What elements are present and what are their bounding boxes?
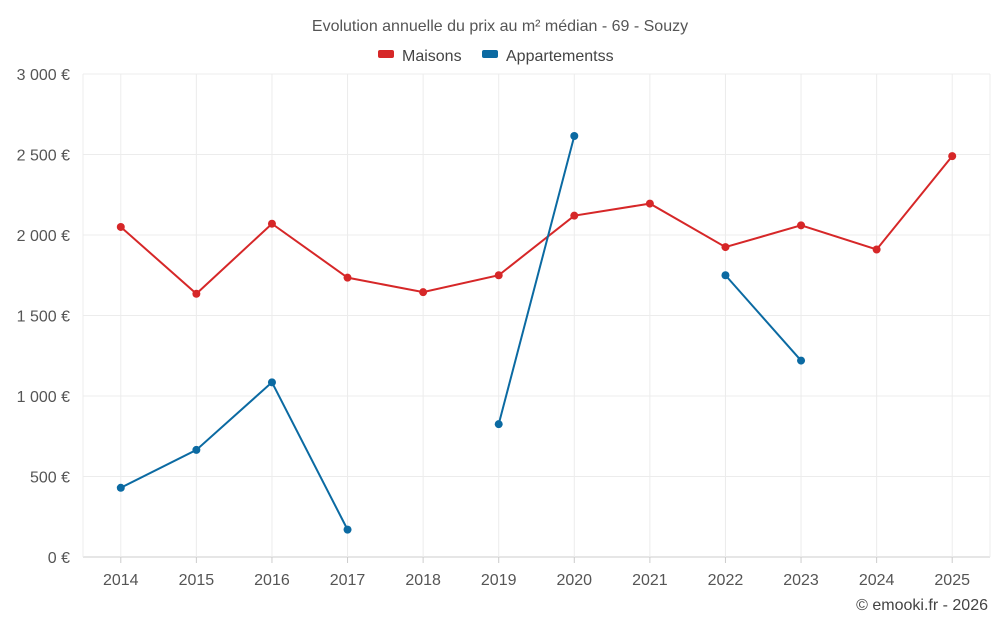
y-axis: 0 € 500 € 1 000 € 1 500 € 2 000 € 2 500 € 3 00… [17,67,70,567]
x-axis: 2014 2015 2016 2017 2018 2019 2020 2021 2022 2023… [103,572,970,589]
data-point[interactable] [721,243,730,252]
series-line [724,274,802,362]
data-point[interactable] [116,483,125,492]
y-tick-label: 0 € [48,550,70,567]
y-tick-label: 1 000 € [17,389,70,406]
data-point[interactable] [192,445,201,454]
data-point[interactable] [797,356,806,365]
x-tick-label: 2024 [859,572,895,589]
x-tick-label: 2017 [330,572,366,589]
legend-item-maisons[interactable]: Maisons [378,48,462,65]
series-appartementss [116,131,806,534]
x-tick-label: 2019 [481,572,517,589]
legend-swatch [482,50,498,58]
data-point[interactable] [116,222,125,231]
legend-label: Maisons [402,48,462,65]
y-tick-label: 500 € [30,470,70,487]
x-tick-label: 2023 [783,572,819,589]
credit-text: © emooki.fr - 2026 [856,597,988,614]
x-tick-label: 2015 [179,572,215,589]
x-tick-label: 2020 [556,572,592,589]
data-point[interactable] [948,152,957,161]
data-point[interactable] [570,131,579,140]
grid [82,73,991,563]
series-line [497,135,576,425]
y-tick-label: 3 000 € [17,67,70,84]
y-tick-label: 2 000 € [17,228,70,245]
y-tick-label: 1 500 € [17,309,70,326]
series-maisons [116,152,957,298]
data-point[interactable] [721,271,730,280]
data-point[interactable] [494,271,503,280]
y-tick-label: 2 500 € [17,148,70,165]
x-tick-label: 2014 [103,572,139,589]
data-point[interactable] [570,211,579,220]
data-point[interactable] [645,199,654,208]
chart-title: Evolution annuelle du prix au m² médian … [312,18,688,35]
data-point[interactable] [343,525,352,534]
x-tick-label: 2018 [405,572,441,589]
data-point[interactable] [872,245,881,254]
data-point[interactable] [267,219,276,228]
data-point[interactable] [267,378,276,387]
series-line [120,155,953,296]
x-tick-label: 2021 [632,572,668,589]
data-point[interactable] [419,288,428,297]
legend: Maisons Appartementss [378,48,614,65]
series-line [120,380,349,531]
legend-label: Appartementss [506,48,614,65]
x-tick-label: 2022 [708,572,744,589]
x-tick-label: 2025 [934,572,970,589]
data-point[interactable] [494,420,503,429]
legend-swatch [378,50,394,58]
x-tick-label: 2016 [254,572,290,589]
legend-item-appartementss[interactable]: Appartementss [482,48,614,65]
data-point[interactable] [797,221,806,230]
plot-area [116,131,957,534]
data-point[interactable] [343,273,352,282]
data-point[interactable] [192,289,201,298]
